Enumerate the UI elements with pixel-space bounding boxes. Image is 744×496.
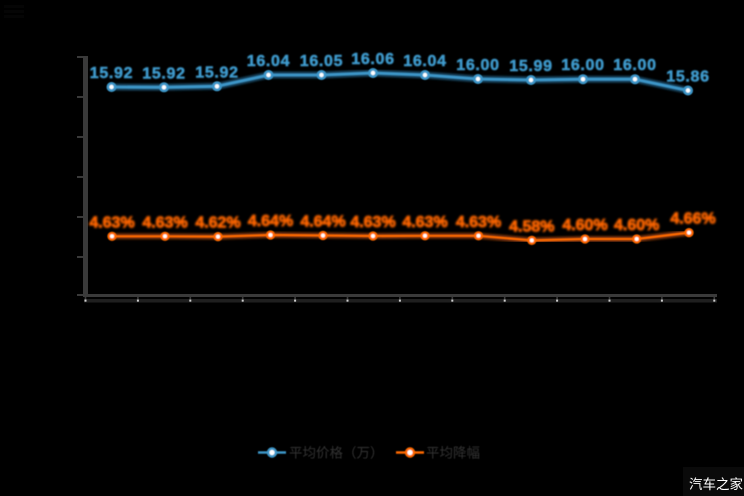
svg-text:4.62%: 4.62%: [195, 215, 240, 232]
svg-text:汽车之家: 汽车之家: [689, 476, 743, 492]
svg-text:4.63%: 4.63%: [456, 214, 501, 231]
svg-text:4.60%: 4.60%: [562, 217, 607, 234]
svg-text:平均价格（万）: 平均价格（万）: [289, 446, 384, 461]
svg-text:16.04: 16.04: [247, 53, 291, 70]
svg-text:16.00: 16.00: [561, 57, 605, 74]
svg-text:16.05: 16.05: [300, 53, 344, 70]
svg-text:16.06: 16.06: [351, 51, 395, 68]
svg-text:15.99: 15.99: [509, 58, 553, 75]
svg-text:15.92: 15.92: [195, 64, 239, 81]
svg-text:4.63%: 4.63%: [350, 214, 395, 231]
svg-text:16.00: 16.00: [456, 57, 500, 74]
svg-text:4.63%: 4.63%: [89, 214, 134, 231]
svg-text:4.58%: 4.58%: [509, 218, 554, 235]
svg-text:4.64%: 4.64%: [300, 214, 345, 231]
svg-text:15.92: 15.92: [142, 65, 186, 82]
svg-text:16.04: 16.04: [403, 53, 447, 70]
svg-text:4.60%: 4.60%: [614, 217, 659, 234]
svg-text:平均降幅: 平均降幅: [426, 446, 480, 461]
svg-text:15.86: 15.86: [666, 69, 710, 86]
svg-text:4.66%: 4.66%: [670, 211, 715, 228]
svg-text:4.64%: 4.64%: [248, 213, 293, 230]
svg-text:4.63%: 4.63%: [402, 214, 447, 231]
svg-text:16.00: 16.00: [613, 57, 657, 74]
svg-text:15.92: 15.92: [90, 65, 134, 82]
svg-text:4.63%: 4.63%: [142, 214, 187, 231]
